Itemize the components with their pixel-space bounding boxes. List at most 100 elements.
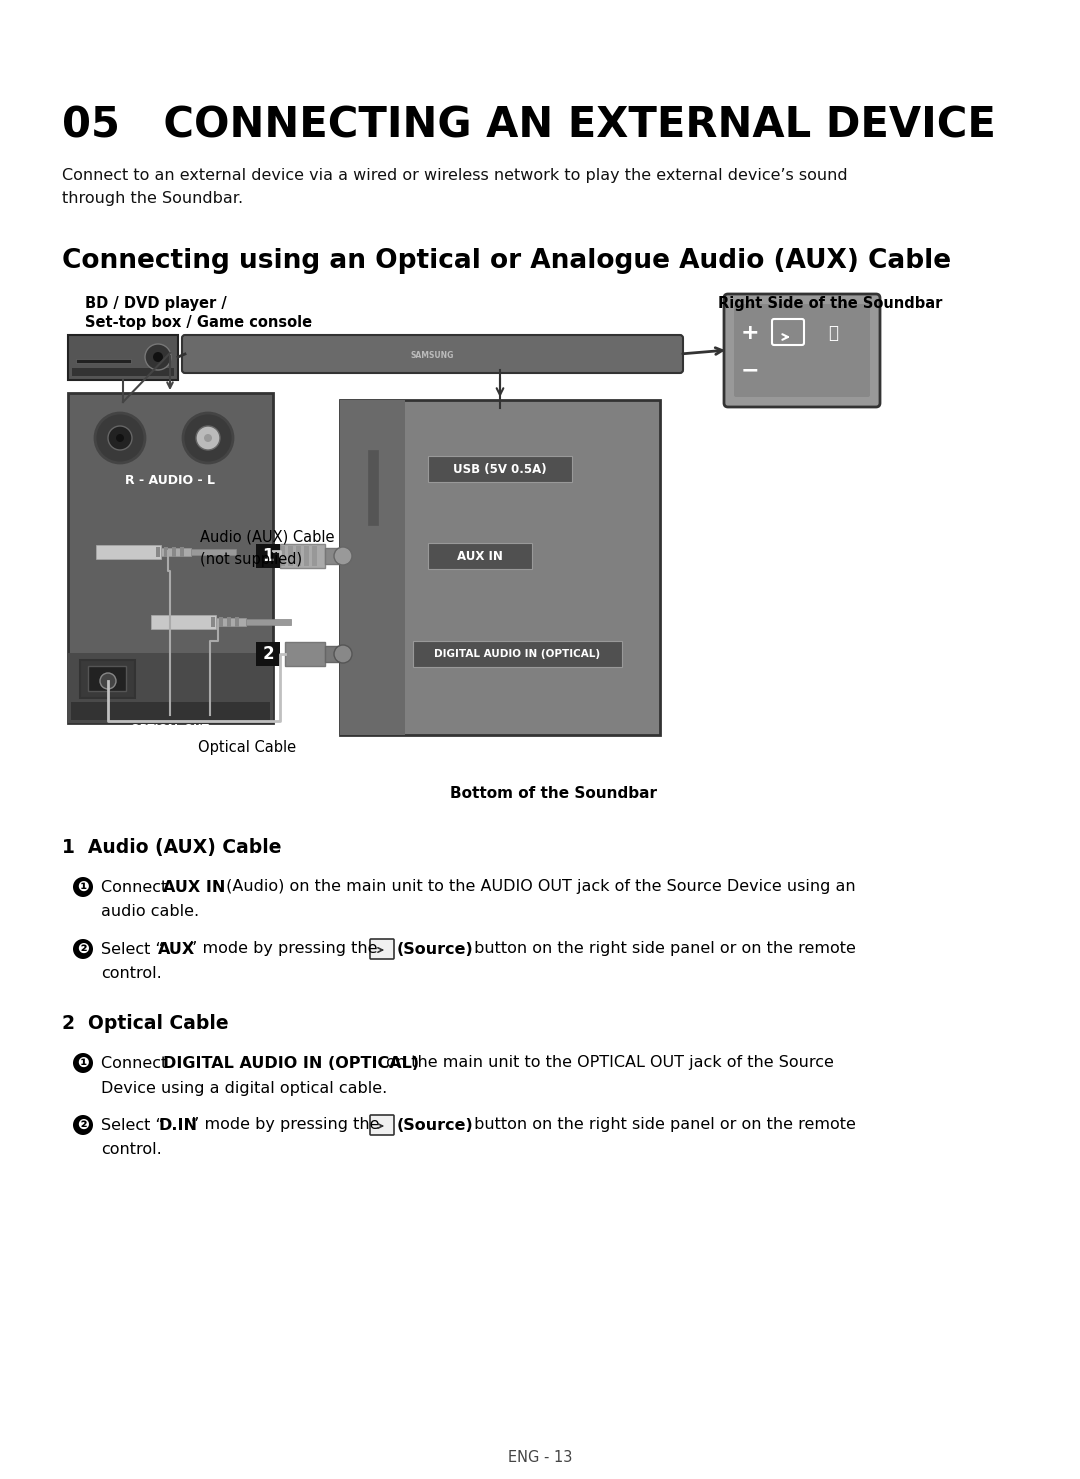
Bar <box>288 546 293 566</box>
Text: audio cable.: audio cable. <box>102 905 199 920</box>
Bar <box>71 703 270 720</box>
Text: ❷: ❷ <box>77 942 89 955</box>
Bar <box>76 359 131 362</box>
Text: (Source): (Source) <box>397 942 474 957</box>
Text: ❶: ❶ <box>77 1056 89 1069</box>
Bar <box>216 618 246 626</box>
Circle shape <box>183 413 233 463</box>
Circle shape <box>334 645 352 663</box>
Text: D.IN: D.IN <box>158 1118 197 1133</box>
Bar <box>151 615 216 629</box>
Text: ENG - 13: ENG - 13 <box>508 1449 572 1466</box>
Bar <box>191 549 237 555</box>
Text: (Audio) on the main unit to the AUDIO OUT jack of the Source Device using an: (Audio) on the main unit to the AUDIO OU… <box>221 880 855 895</box>
Bar <box>325 646 343 663</box>
Text: Connect to an external device via a wired or wireless network to play the extern: Connect to an external device via a wire… <box>62 169 848 206</box>
Text: Bottom of the Soundbar: Bottom of the Soundbar <box>450 785 657 802</box>
FancyBboxPatch shape <box>428 456 572 482</box>
Circle shape <box>73 939 93 958</box>
Text: SAMSUNG: SAMSUNG <box>410 351 454 359</box>
Bar <box>68 336 178 380</box>
Circle shape <box>334 547 352 565</box>
Circle shape <box>116 433 124 442</box>
Text: button on the right side panel or on the remote: button on the right side panel or on the… <box>469 942 855 957</box>
Text: 05   CONNECTING AN EXTERNAL DEVICE: 05 CONNECTING AN EXTERNAL DEVICE <box>62 105 996 146</box>
Bar <box>96 544 161 559</box>
Circle shape <box>73 1053 93 1072</box>
Text: R - AUDIO - L: R - AUDIO - L <box>125 475 215 488</box>
Bar <box>280 544 325 568</box>
Text: ❷: ❷ <box>77 1118 89 1131</box>
Text: ⏻: ⏻ <box>828 324 838 342</box>
FancyBboxPatch shape <box>413 640 622 667</box>
Text: DIGITAL AUDIO IN (OPTICAL): DIGITAL AUDIO IN (OPTICAL) <box>434 649 600 660</box>
Text: 2: 2 <box>262 645 274 663</box>
Text: Select “: Select “ <box>102 1118 164 1133</box>
Text: +: + <box>741 322 759 343</box>
FancyBboxPatch shape <box>724 294 880 407</box>
Text: BD / DVD player /: BD / DVD player / <box>85 296 227 311</box>
Bar <box>164 547 168 558</box>
Circle shape <box>153 352 163 362</box>
Circle shape <box>95 413 145 463</box>
Bar <box>296 546 301 566</box>
Text: on the main unit to the OPTICAL OUT jack of the Source: on the main unit to the OPTICAL OUT jack… <box>381 1056 834 1071</box>
Text: Connect: Connect <box>102 880 173 895</box>
Text: Audio (AUX) Cable: Audio (AUX) Cable <box>200 529 335 544</box>
Text: (Source): (Source) <box>397 1118 474 1133</box>
Text: Connect: Connect <box>102 1056 173 1071</box>
Bar <box>246 620 291 626</box>
Bar <box>80 660 135 698</box>
Bar <box>87 666 126 691</box>
Text: Set-top box / Game console: Set-top box / Game console <box>85 315 312 330</box>
Text: DIGITAL AUDIO IN (OPTICAL): DIGITAL AUDIO IN (OPTICAL) <box>163 1056 419 1071</box>
Circle shape <box>108 426 132 450</box>
Bar <box>303 546 309 566</box>
Bar <box>161 549 191 556</box>
Circle shape <box>73 1115 93 1134</box>
Text: AUX: AUX <box>158 942 195 957</box>
Bar <box>180 547 184 558</box>
Text: AUX IN: AUX IN <box>163 880 226 895</box>
Bar <box>256 642 280 666</box>
Text: control.: control. <box>102 1142 162 1158</box>
Bar <box>235 617 239 627</box>
Text: Device using a digital optical cable.: Device using a digital optical cable. <box>102 1081 388 1096</box>
Text: (not supplied): (not supplied) <box>200 552 302 566</box>
Text: ” mode by pressing the: ” mode by pressing the <box>189 942 378 957</box>
Bar <box>68 393 273 723</box>
Text: Right Side of the Soundbar: Right Side of the Soundbar <box>718 296 943 311</box>
Bar <box>325 549 343 563</box>
Bar <box>256 544 280 568</box>
Bar <box>340 399 660 735</box>
Bar <box>172 547 176 558</box>
FancyBboxPatch shape <box>428 543 532 569</box>
Circle shape <box>204 433 212 442</box>
Bar <box>368 450 378 525</box>
Text: ” mode by pressing the: ” mode by pressing the <box>191 1118 379 1133</box>
Text: control.: control. <box>102 966 162 982</box>
Text: 1  Audio (AUX) Cable: 1 Audio (AUX) Cable <box>62 839 282 856</box>
Bar <box>340 399 405 735</box>
Bar <box>312 546 318 566</box>
Text: OPTICAL OUT: OPTICAL OUT <box>131 725 208 734</box>
Bar <box>285 642 325 666</box>
Text: Connecting using an Optical or Analogue Audio (AUX) Cable: Connecting using an Optical or Analogue … <box>62 248 951 274</box>
Bar <box>72 368 174 376</box>
Circle shape <box>195 426 220 450</box>
Text: 1: 1 <box>262 547 273 565</box>
FancyBboxPatch shape <box>370 1115 394 1134</box>
Text: −: − <box>741 359 759 380</box>
Bar <box>227 617 231 627</box>
Bar <box>156 547 160 558</box>
Circle shape <box>73 877 93 896</box>
FancyBboxPatch shape <box>370 939 394 958</box>
Bar <box>68 654 273 723</box>
Bar <box>280 546 285 566</box>
Text: ❶: ❶ <box>77 880 89 893</box>
Text: 2  Optical Cable: 2 Optical Cable <box>62 1015 229 1032</box>
Bar <box>211 617 215 627</box>
Text: Select “: Select “ <box>102 942 164 957</box>
Text: AUX IN: AUX IN <box>457 550 503 562</box>
Text: Optical Cable: Optical Cable <box>198 740 296 754</box>
